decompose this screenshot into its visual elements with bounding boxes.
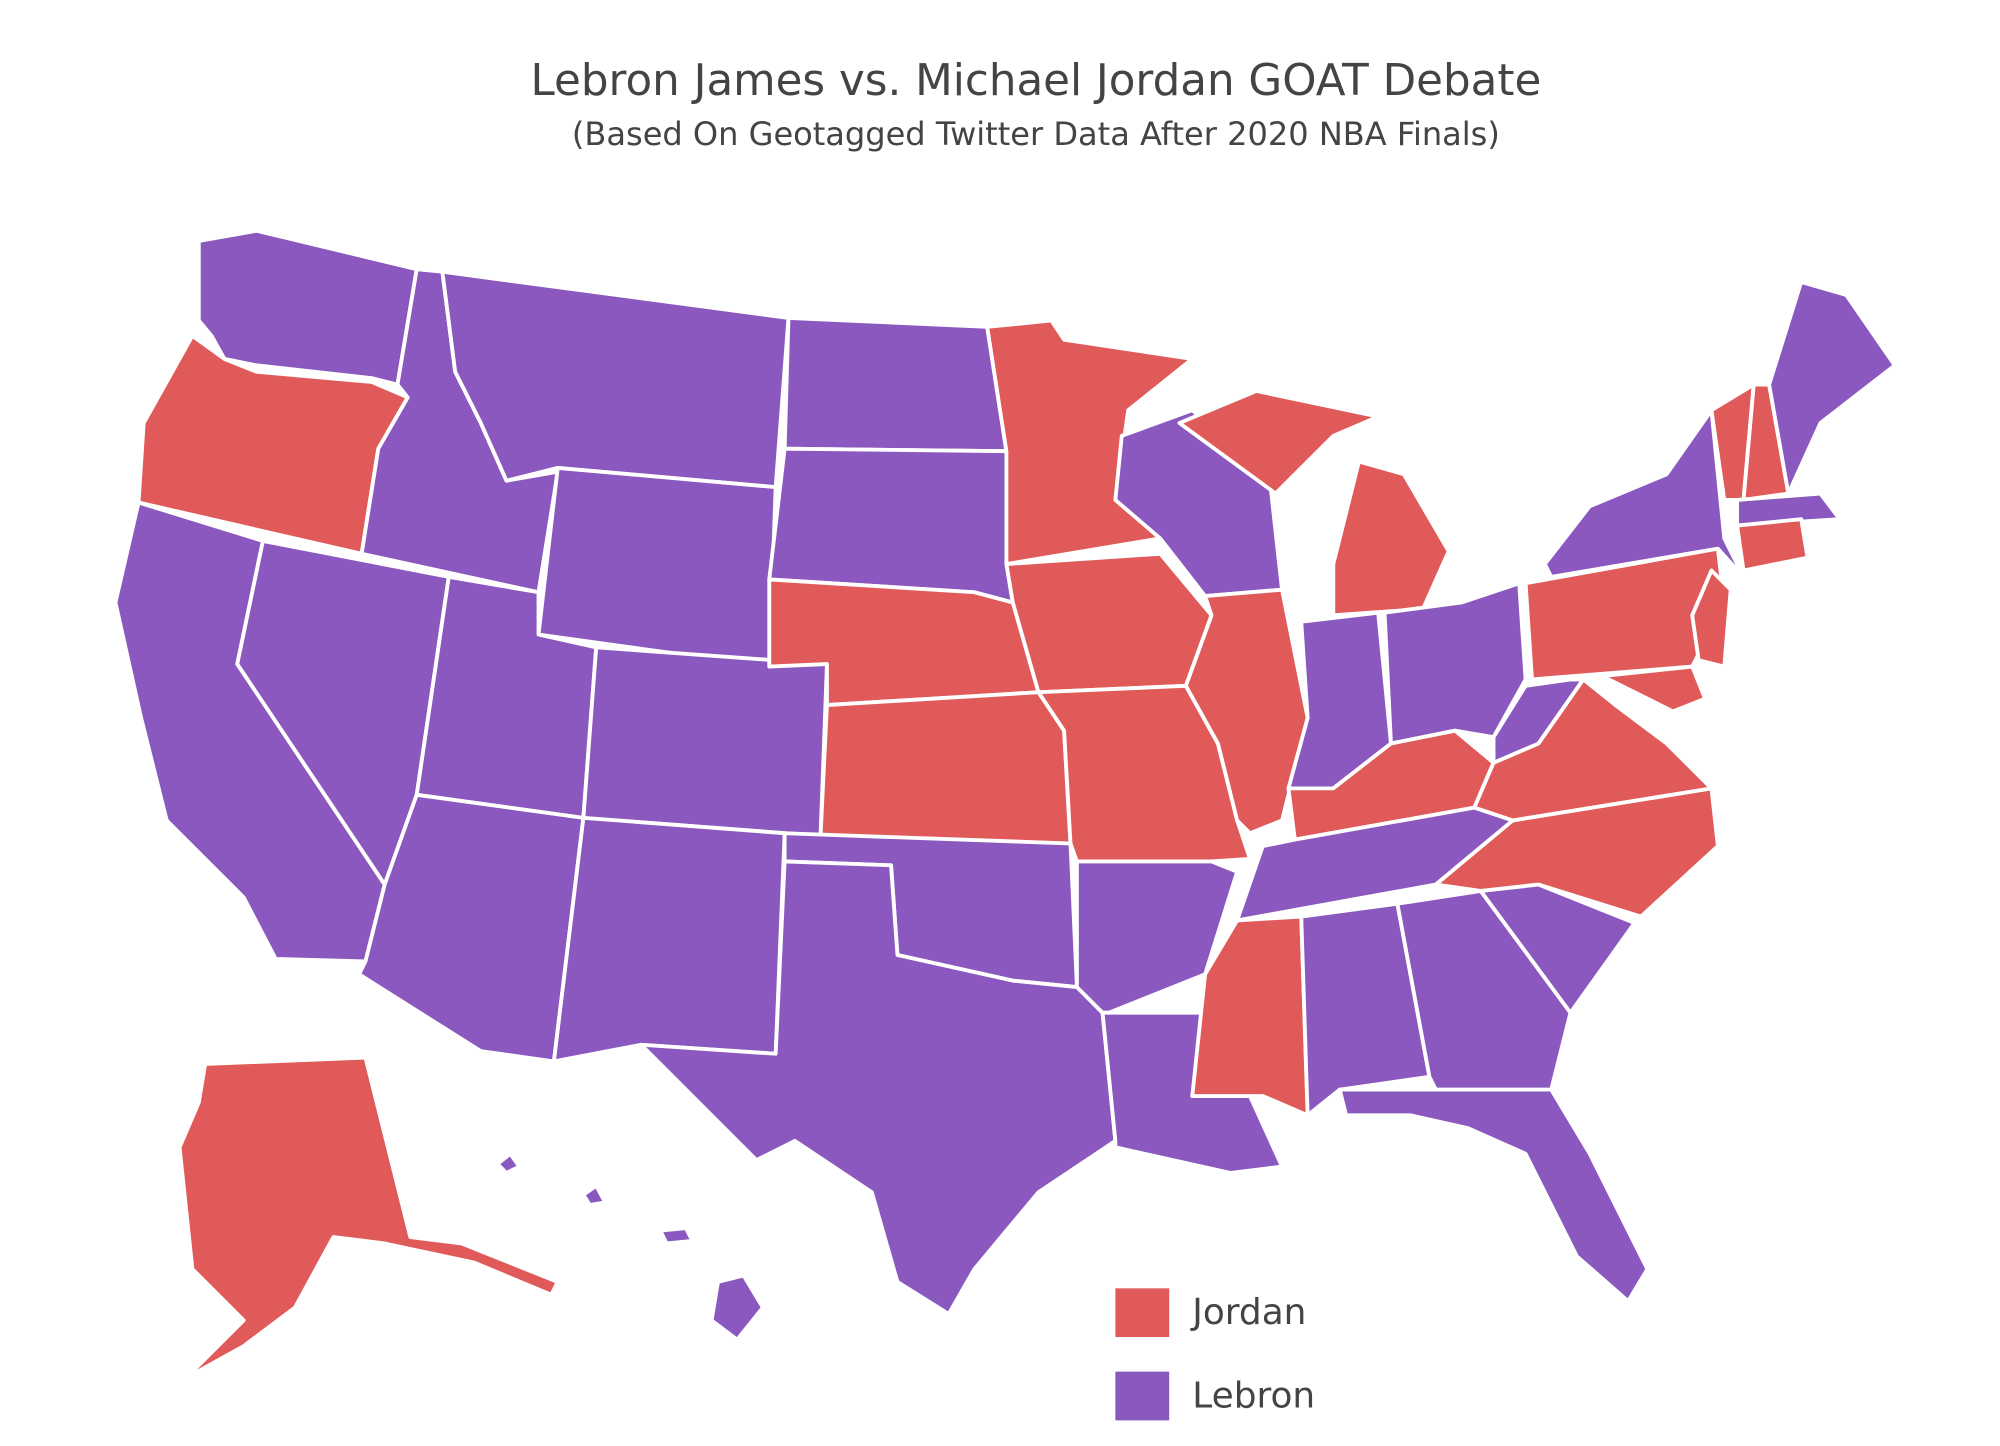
- state: [1690, 568, 1733, 669]
- state: [1074, 859, 1240, 1015]
- state: [767, 446, 1015, 605]
- state: [1735, 491, 1842, 528]
- state: [581, 645, 829, 838]
- state: [1735, 517, 1810, 573]
- chart-title: Lebron James vs. Michael Jordan GOAT Deb…: [531, 56, 1542, 106]
- state: [1767, 280, 1897, 496]
- state: [639, 859, 1118, 1316]
- state: [1004, 551, 1214, 695]
- state: [581, 1183, 608, 1207]
- state: [818, 690, 1073, 846]
- state: [1183, 587, 1310, 836]
- state: [1331, 459, 1451, 618]
- state: [658, 1226, 695, 1246]
- state: [782, 315, 1009, 454]
- state: [1568, 664, 1707, 714]
- state: [177, 1055, 560, 1380]
- state: [1337, 1087, 1650, 1304]
- state: [536, 465, 778, 669]
- legend-swatch: [1115, 1371, 1170, 1421]
- legend-label: Jordan: [1190, 1292, 1306, 1333]
- state: [495, 1151, 522, 1175]
- state: [551, 815, 787, 1064]
- state: [709, 1273, 765, 1342]
- state: [1299, 901, 1432, 1118]
- state: [196, 228, 419, 387]
- states: [113, 228, 1897, 1380]
- legend-swatch: [1115, 1288, 1170, 1338]
- legend: Jordan Lebron: [1115, 1288, 1315, 1421]
- state: [440, 269, 791, 490]
- state: [1177, 389, 1381, 496]
- state: [1542, 408, 1746, 579]
- chart-subtitle: (Based On Geotagged Twitter Data After 2…: [572, 115, 1500, 153]
- legend-label: Lebron: [1192, 1375, 1315, 1416]
